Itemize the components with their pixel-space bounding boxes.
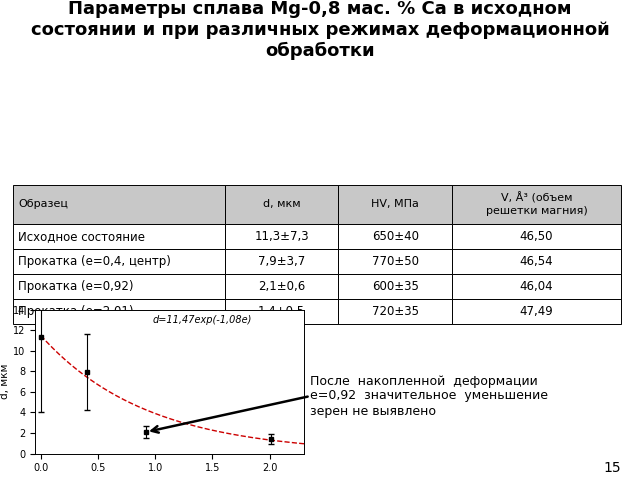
Text: Прокатка (е=0,4, центр): Прокатка (е=0,4, центр) [18,255,171,268]
Text: 600±35: 600±35 [372,280,419,293]
FancyBboxPatch shape [339,224,452,249]
Text: 720±35: 720±35 [372,305,419,318]
FancyBboxPatch shape [13,249,225,274]
Text: 1,4±0,5: 1,4±0,5 [258,305,305,318]
FancyBboxPatch shape [452,224,621,249]
Text: 770±50: 770±50 [372,255,419,268]
FancyBboxPatch shape [452,299,621,324]
FancyBboxPatch shape [225,299,339,324]
FancyBboxPatch shape [452,249,621,274]
Text: V, Å³ (объем
решетки магния): V, Å³ (объем решетки магния) [486,192,588,216]
FancyBboxPatch shape [225,249,339,274]
FancyBboxPatch shape [339,249,452,274]
FancyBboxPatch shape [13,274,225,299]
Text: Исходное состояние: Исходное состояние [18,230,145,243]
Text: Параметры сплава Mg-0,8 мас. % Ca в исходном
состоянии и при различных режимах д: Параметры сплава Mg-0,8 мас. % Ca в исхо… [31,0,609,60]
FancyBboxPatch shape [339,299,452,324]
Text: HV, МПа: HV, МПа [371,199,419,209]
Text: d=11,47exp(-1,08e): d=11,47exp(-1,08e) [152,315,252,325]
FancyBboxPatch shape [225,185,339,224]
Y-axis label: d, мкм: d, мкм [1,364,10,399]
FancyBboxPatch shape [225,274,339,299]
Text: 46,04: 46,04 [520,280,554,293]
Text: Образец: Образец [18,199,68,209]
Text: Прокатка (е=0,92): Прокатка (е=0,92) [18,280,133,293]
Text: 46,50: 46,50 [520,230,554,243]
X-axis label: e: e [166,479,173,480]
FancyArrowPatch shape [152,396,308,432]
FancyBboxPatch shape [452,185,621,224]
Text: 15: 15 [603,461,621,475]
Text: 46,54: 46,54 [520,255,554,268]
Text: Прокатка (е=2,01): Прокатка (е=2,01) [18,305,133,318]
FancyBboxPatch shape [452,274,621,299]
FancyBboxPatch shape [13,299,225,324]
Text: После  накопленной  деформации
е=0,92  значительное  уменьшение
зерен не выявлен: После накопленной деформации е=0,92 знач… [310,374,548,418]
FancyBboxPatch shape [225,224,339,249]
FancyBboxPatch shape [339,185,452,224]
Text: 7,9±3,7: 7,9±3,7 [258,255,305,268]
FancyBboxPatch shape [339,274,452,299]
Text: d, мкм: d, мкм [263,199,300,209]
Text: 650±40: 650±40 [372,230,419,243]
Text: 2,1±0,6: 2,1±0,6 [258,280,305,293]
FancyBboxPatch shape [13,185,225,224]
FancyBboxPatch shape [13,224,225,249]
Text: 47,49: 47,49 [520,305,554,318]
Text: 11,3±7,3: 11,3±7,3 [254,230,309,243]
